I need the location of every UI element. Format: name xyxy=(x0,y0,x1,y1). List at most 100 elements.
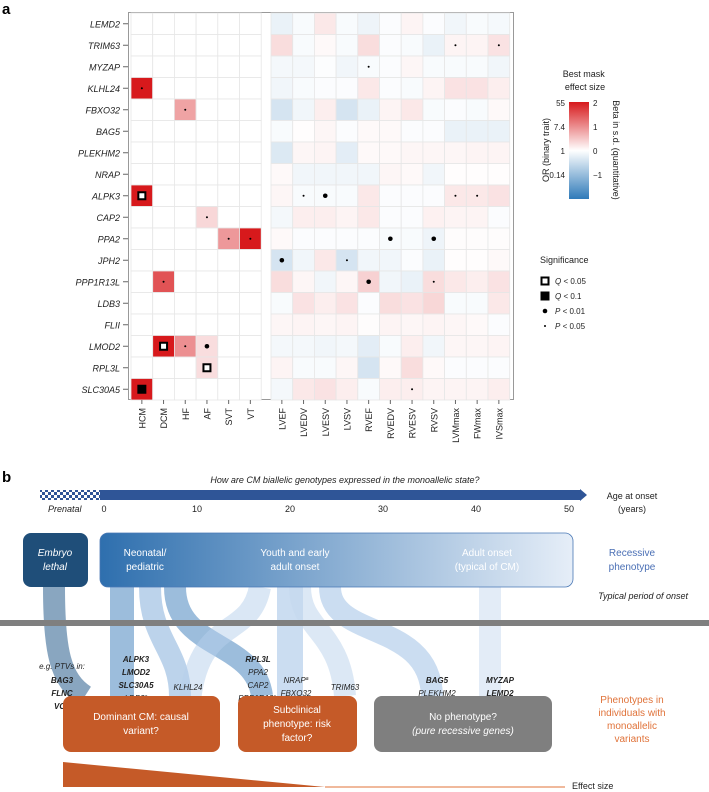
embryo-label-2: lethal xyxy=(43,562,68,573)
heatmap-cell xyxy=(217,270,240,293)
heatmap-cell xyxy=(270,98,294,121)
column-label: RVESV xyxy=(408,408,418,438)
gene-name: NRAP xyxy=(283,676,306,685)
heatmap-cell xyxy=(152,55,175,78)
gene-label: MYZAP xyxy=(486,676,515,685)
heatmap-cell xyxy=(422,249,445,272)
heatmap-cell xyxy=(152,163,175,186)
legend-item-text: < 0.01 xyxy=(560,307,585,316)
gene-name: VCL xyxy=(54,702,70,711)
heatmap-cell xyxy=(379,292,402,315)
gene-label: LMOD2 xyxy=(122,668,151,677)
subclinical-label-3: factor? xyxy=(282,733,313,744)
heatmap-cell xyxy=(173,206,197,229)
heatmap-cell xyxy=(357,12,380,35)
age-axis-label: Age at onset xyxy=(607,491,658,501)
no-phenotype-label-2: (pure recessive genes) xyxy=(412,726,514,737)
column-label: LVMmax xyxy=(451,408,461,443)
heatmap-cell xyxy=(195,77,219,100)
heatmap-cell xyxy=(487,313,511,336)
heatmap-cell xyxy=(487,98,511,121)
heatmap-cell xyxy=(379,12,402,35)
heatmap-cell xyxy=(195,163,219,186)
heatmap-cell xyxy=(400,335,424,358)
heatmap-cell xyxy=(217,356,240,379)
heatmap-cell xyxy=(173,378,197,401)
heatmap-cell xyxy=(270,77,294,100)
heatmap-cell xyxy=(239,163,262,186)
heatmap-cell xyxy=(465,378,489,401)
heatmap-cell xyxy=(173,120,197,143)
heatmap-cell xyxy=(422,313,445,336)
legend-item-symbol: Q xyxy=(555,292,561,301)
heatmap-cell xyxy=(239,292,262,315)
heatmap-cell xyxy=(239,249,262,272)
heatmap-cell xyxy=(444,292,467,315)
heatmap-cell xyxy=(487,184,511,207)
significance-small-dot xyxy=(454,194,457,197)
gene-label: PPA2 xyxy=(248,668,268,677)
heatmap-cell xyxy=(444,163,467,186)
legend-item-label: P < 0.01 xyxy=(555,307,586,316)
colorbar-left-tick: 0.14 xyxy=(549,171,565,180)
heatmap-cell xyxy=(422,55,445,78)
heatmap-cell xyxy=(130,356,154,379)
heatmap-cell xyxy=(313,206,337,229)
heatmap-cell xyxy=(239,184,262,207)
heatmap-cell xyxy=(465,55,489,78)
heatmap-cell xyxy=(270,313,294,336)
heatmap-cell xyxy=(465,313,489,336)
heatmap-cell xyxy=(270,270,294,293)
age-ticks: 0 10 20 30 40 50 xyxy=(101,504,574,514)
no-phenotype-box xyxy=(374,696,552,752)
heatmap-cell xyxy=(379,98,402,121)
age-tick: 40 xyxy=(471,504,481,514)
significance-filled-square xyxy=(137,384,147,394)
heatmap-cell xyxy=(487,120,511,143)
heatmap-cell xyxy=(379,141,402,164)
gene-name: MYZAP xyxy=(486,676,515,685)
phenotypes-label-2: individuals with xyxy=(598,708,665,719)
legend-item-label: Q < 0.05 xyxy=(555,277,586,286)
age-tick: 0 xyxy=(101,504,106,514)
heatmap-cell xyxy=(335,141,359,164)
heatmap-cell xyxy=(239,356,262,379)
gene-name: FLNC xyxy=(51,689,73,698)
heatmap-cell xyxy=(217,34,240,57)
heatmap-cell xyxy=(217,184,240,207)
heatmap-cell xyxy=(313,249,337,272)
heatmap-cell xyxy=(195,55,219,78)
gene-label: NRAPa xyxy=(283,676,308,685)
heatmap-cell xyxy=(379,313,402,336)
row-label: SLC30A5 xyxy=(81,385,121,395)
significance-small-dot xyxy=(184,108,187,111)
legend-item-text: < 0.1 xyxy=(561,292,582,301)
heatmap-cell xyxy=(400,292,424,315)
heatmap-cell xyxy=(400,313,424,336)
heatmap-cell xyxy=(239,378,262,401)
heatmap-cell xyxy=(130,292,154,315)
subclinical-box xyxy=(238,696,357,752)
heatmap-cell xyxy=(313,141,337,164)
gene-label: RPL3L xyxy=(245,655,270,664)
stage-neonatal-1: Neonatal/ xyxy=(124,548,167,559)
significance-small-dot xyxy=(432,280,435,283)
heatmap-cell xyxy=(487,77,511,100)
gene-label: e.g. PTVs in: xyxy=(39,662,85,671)
column-label: DCM xyxy=(159,408,169,429)
heatmap-cell xyxy=(335,356,359,379)
row-label: KLHL24 xyxy=(87,84,120,94)
significance-small-dot xyxy=(476,194,479,197)
heatmap-cell xyxy=(130,120,154,143)
heatmap-cell xyxy=(152,313,175,336)
heatmap-cell xyxy=(335,227,359,250)
heatmap-cell xyxy=(152,98,175,121)
heatmap-cell xyxy=(400,120,424,143)
heatmap-cell xyxy=(217,163,240,186)
column-label: AF xyxy=(202,408,212,420)
stage-youth-2: adult onset xyxy=(271,562,320,573)
heatmap-cell xyxy=(357,378,380,401)
heatmap-cell xyxy=(130,34,154,57)
heatmap-cell xyxy=(239,141,262,164)
heatmap-cell xyxy=(152,356,175,379)
